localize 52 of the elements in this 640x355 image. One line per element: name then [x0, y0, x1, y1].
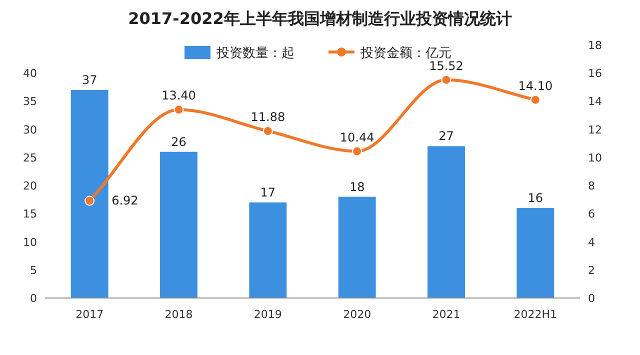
data-label: 13.40 [162, 88, 196, 103]
bar [428, 146, 465, 298]
data-label: 17 [260, 185, 276, 200]
y2-tick-label: 0 [588, 292, 595, 305]
data-label: 27 [438, 129, 454, 144]
point [530, 94, 540, 105]
y-tick-label: 0 [30, 292, 37, 305]
data-label: 18 [349, 180, 365, 194]
y2-tick-label: 16 [588, 67, 602, 80]
point [352, 146, 362, 156]
y2-tick-label: 2 [588, 264, 595, 277]
y2-tick-label: 4 [588, 236, 595, 249]
y-tick-label: 30 [23, 123, 37, 136]
point [84, 196, 95, 206]
data-label: 37 [82, 72, 98, 87]
bar [338, 196, 376, 298]
bar [249, 202, 287, 298]
y2-tick-label: 10 [588, 151, 602, 164]
y-tick-label: 35 [23, 95, 37, 108]
data-label: 11.88 [250, 110, 286, 124]
bar [516, 208, 554, 298]
y-tick-label: 5 [30, 264, 37, 277]
x-tick-label: 2019 [254, 308, 282, 321]
data-label: 15.52 [429, 58, 464, 73]
point [441, 74, 452, 85]
y-tick-label: 20 [23, 180, 37, 193]
data-label: 26 [171, 134, 186, 149]
x-tick-label: 2020 [343, 308, 372, 321]
data-label: 10.44 [340, 130, 374, 144]
y2-tick-label: 14 [588, 95, 602, 108]
point [174, 104, 184, 115]
x-tick-label: 2018 [164, 308, 193, 321]
x-tick-label: 2022H1 [514, 308, 558, 321]
y2-tick-label: 18 [588, 39, 602, 52]
legend-label: 投资数量：起 [216, 46, 294, 61]
bar [70, 90, 108, 298]
x-tick-label: 2021 [432, 308, 460, 321]
data-label: 16 [528, 191, 544, 206]
y-tick-label: 40 [23, 67, 37, 80]
y2-tick-label: 8 [588, 180, 595, 193]
point [262, 126, 273, 136]
y-tick-label: 10 [23, 236, 37, 249]
y-tick-label: 15 [23, 208, 37, 221]
data-label: 14.10 [518, 78, 553, 93]
data-label: 6.92 [112, 194, 138, 208]
legend-label: 投资金额：亿元 [360, 46, 452, 61]
x-tick-label: 2017 [76, 308, 104, 321]
y2-tick-label: 12 [588, 123, 602, 136]
chart-title: 2017-2022年上半年我国增材制造行业投资情况统计 [128, 9, 512, 28]
y-tick-label: 25 [23, 151, 37, 164]
bar [160, 152, 198, 298]
y2-tick-label: 6 [588, 208, 595, 221]
